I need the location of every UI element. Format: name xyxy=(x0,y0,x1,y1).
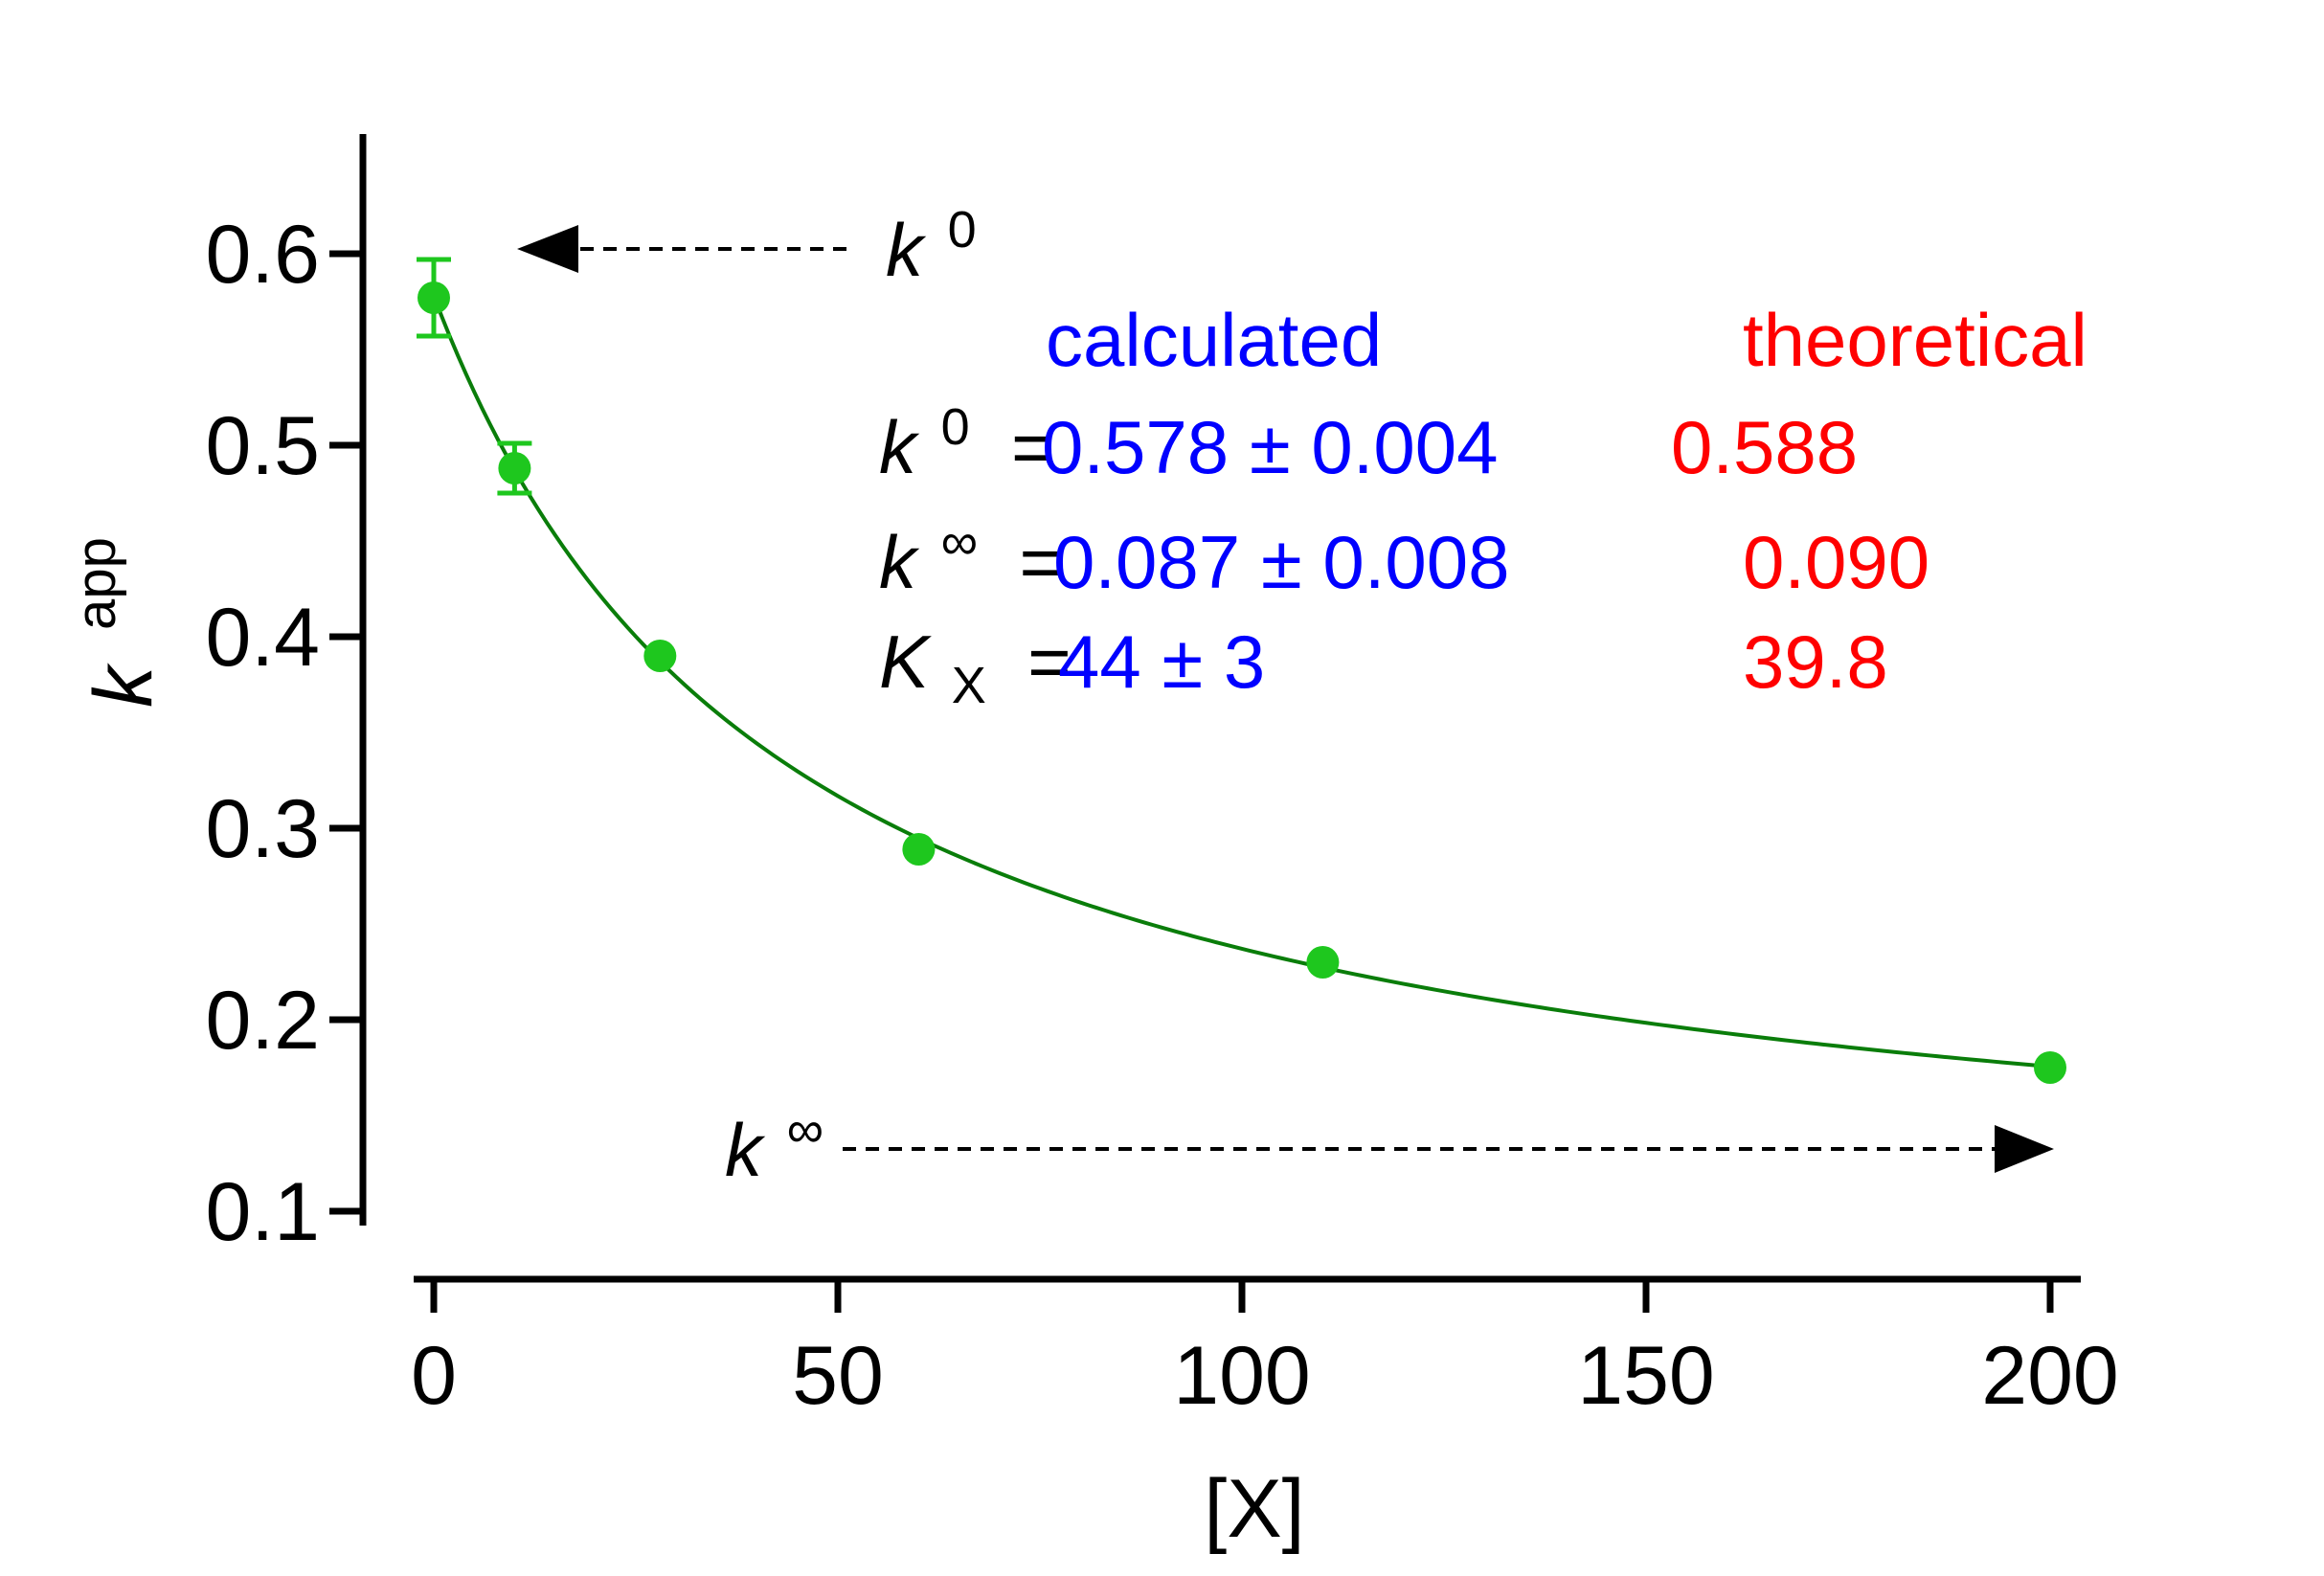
data-point xyxy=(902,833,936,866)
kx-row-eq: = xyxy=(1006,619,1092,704)
y-axis-title-sup: app xyxy=(65,537,127,630)
k0-row-sup: 0 xyxy=(941,398,970,456)
kinf-arrow-label: k ∞ xyxy=(725,1101,824,1192)
kinf-row-sup: ∞ xyxy=(941,513,979,571)
kx-row-label: K X = xyxy=(879,619,1092,719)
k0-row-sym: k xyxy=(879,405,920,489)
data-point xyxy=(1306,946,1340,979)
kinf-row-eq: = xyxy=(999,520,1084,604)
y-tick-label: 0.6 xyxy=(205,209,320,301)
y-tick-label: 0.1 xyxy=(205,1166,320,1258)
kx-row-sub: X xyxy=(952,657,986,714)
kinf-arrow-label-sup: ∞ xyxy=(787,1101,824,1159)
kx-calculated-value: 44 ± 3 xyxy=(1058,619,1265,704)
data-points xyxy=(417,281,2066,1084)
y-tick-label: 0.5 xyxy=(205,400,320,492)
kinf-row-sym: k xyxy=(879,520,920,604)
x-tick-label: 100 xyxy=(1173,1330,1311,1422)
k0-arrow-label: k 0 xyxy=(886,201,977,292)
x-tick-label: 200 xyxy=(1981,1330,2119,1422)
k0-theoretical-value: 0.588 xyxy=(1671,405,1858,489)
y-ticks: 0.1 0.2 0.3 0.4 0.5 0.6 xyxy=(205,209,363,1258)
kinf-calculated-value: 0.087 ± 0.008 xyxy=(1053,520,1510,604)
y-axis-title-main: k xyxy=(78,663,169,708)
data-point xyxy=(2034,1051,2066,1084)
kinf-arrow-label-main: k xyxy=(725,1108,766,1192)
kx-row-sym: K xyxy=(879,619,932,704)
x-tick-label: 50 xyxy=(792,1330,884,1422)
kinf-arrow xyxy=(843,1125,2054,1173)
y-tick-label: 0.2 xyxy=(205,975,320,1067)
data-point xyxy=(417,281,450,314)
fit-curve xyxy=(432,295,2051,1069)
theoretical-header: theoretical xyxy=(1743,298,2087,382)
k0-arrow-label-main: k xyxy=(886,208,927,292)
kx-theoretical-value: 39.8 xyxy=(1743,619,1888,704)
y-tick-label: 0.3 xyxy=(205,783,320,875)
k0-arrow-label-sup: 0 xyxy=(948,201,977,259)
x-ticks: 0 50 100 150 200 xyxy=(411,1279,2119,1422)
kinf-arrow-head xyxy=(1995,1125,2054,1173)
k0-arrow xyxy=(517,225,847,273)
x-tick-label: 0 xyxy=(411,1330,457,1422)
k0-row-eq: = xyxy=(990,405,1075,489)
calculated-header: calculated xyxy=(1046,298,1382,382)
k0-calculated-value: 0.578 ± 0.004 xyxy=(1042,405,1499,489)
k0-row-label: k 0 = xyxy=(879,376,1075,489)
kinf-theoretical-value: 0.090 xyxy=(1743,520,1929,604)
y-tick-label: 0.4 xyxy=(205,592,320,684)
data-point xyxy=(643,640,677,672)
x-tick-label: 150 xyxy=(1577,1330,1715,1422)
axes xyxy=(359,134,2081,1283)
x-axis-title: [X] xyxy=(1204,1463,1304,1555)
kinf-row-label: k ∞ = xyxy=(879,491,1084,604)
y-axis-title: k app xyxy=(65,537,169,708)
k0-arrow-head xyxy=(517,225,578,273)
data-point xyxy=(498,452,531,484)
